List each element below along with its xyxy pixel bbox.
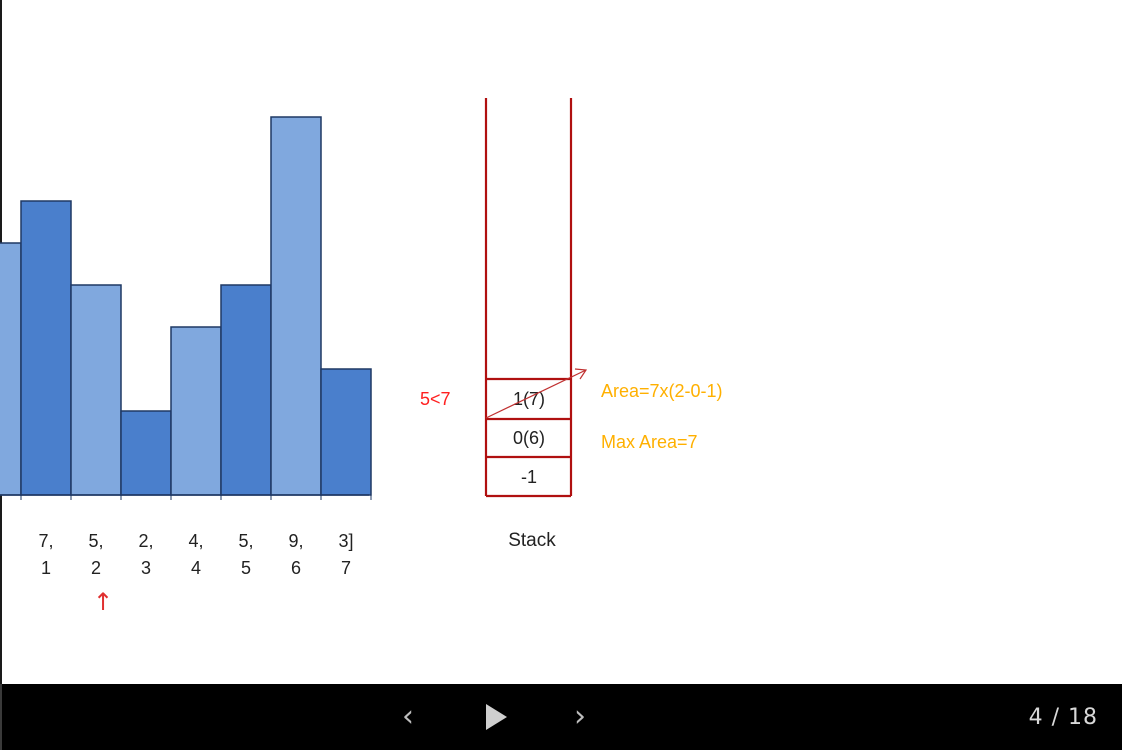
bar-index-label: 5 (241, 558, 251, 578)
bar-index-label: 4 (191, 558, 201, 578)
comparison-note: 5<7 (420, 389, 451, 409)
player-controls: ‹ › 4 / 18 (0, 684, 1122, 750)
histogram-bar (120, 410, 172, 496)
control-bar-edge (0, 684, 2, 750)
bar-value-label: 4, (188, 531, 203, 551)
play-button[interactable] (466, 684, 526, 750)
slide: 7, 1 5, 2 2, 3 4, 4 5, 5 9, 6 3] 7 ↑ 1(7) 0(6) -1 Sta… (0, 0, 723, 684)
bar-value-label: 3] (338, 531, 353, 551)
bar-value-label: 5, (88, 531, 103, 551)
next-slide-button[interactable]: › (550, 684, 610, 750)
histogram-bar (0, 242, 22, 496)
chevron-right-icon: › (574, 699, 586, 734)
histogram-bar (20, 200, 72, 496)
bar-value-label: 2, (138, 531, 153, 551)
max-area-note: Max Area=7 (601, 432, 698, 452)
chevron-left-icon: ‹ (402, 699, 414, 734)
stack-label: Stack (508, 530, 556, 551)
histogram (0, 116, 372, 496)
bar-value-label: 9, (288, 531, 303, 551)
bar-index-label: 7 (341, 558, 351, 578)
slide-canvas: 7, 1 5, 2 2, 3 4, 4 5, 5 9, 6 3] 7 ↑ 1(7) 0(6) -1 Sta… (0, 98, 723, 616)
pop-arrow-icon (485, 368, 588, 419)
bar-index-label: 3 (141, 558, 151, 578)
stack-cell: 0(6) (513, 428, 545, 448)
bar-index-label: 1 (41, 558, 51, 578)
bar-index-label: 6 (291, 558, 301, 578)
histogram-bar (320, 368, 372, 496)
histogram-bar (70, 284, 122, 496)
play-icon (486, 704, 507, 730)
pointer-arrow-icon: ↑ (93, 588, 113, 616)
histogram-labels: 7, 1 5, 2 2, 3 4, 4 5, 5 9, 6 3] 7 (20, 495, 372, 578)
histogram-bar (170, 326, 222, 496)
area-formula: Area=7x(2-0-1) (601, 381, 723, 401)
histogram-bar (270, 116, 322, 496)
stack-diagram: 1(7) 0(6) -1 Stack (484, 98, 588, 551)
bar-value-label: 5, (238, 531, 253, 551)
bar-value-label: 7, (38, 531, 53, 551)
prev-slide-button[interactable]: ‹ (378, 684, 438, 750)
bar-index-label: 2 (91, 558, 101, 578)
histogram-bar (220, 284, 272, 496)
page-counter: 4 / 18 (1028, 704, 1098, 730)
stack-cell: -1 (521, 467, 537, 487)
